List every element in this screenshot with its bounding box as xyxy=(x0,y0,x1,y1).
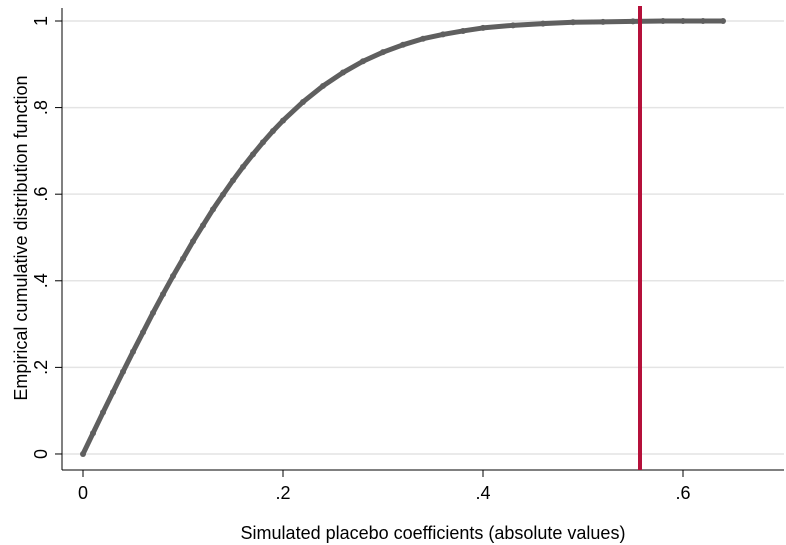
point xyxy=(150,309,156,316)
point xyxy=(510,22,516,29)
point xyxy=(570,19,576,26)
point xyxy=(300,98,306,105)
point xyxy=(680,17,686,24)
point xyxy=(400,41,406,48)
point xyxy=(250,151,256,158)
point xyxy=(480,24,486,31)
point xyxy=(460,27,466,34)
x-tick-label: 0 xyxy=(78,483,88,503)
point xyxy=(240,163,246,170)
point xyxy=(140,329,146,336)
point xyxy=(260,139,266,146)
y-tick-label: .6 xyxy=(31,187,51,202)
point xyxy=(200,222,206,229)
y-tick-label: .2 xyxy=(31,360,51,375)
point xyxy=(700,17,706,24)
point xyxy=(100,409,106,416)
point xyxy=(630,18,636,25)
point xyxy=(420,35,426,42)
point xyxy=(360,58,366,65)
point xyxy=(80,450,86,457)
point xyxy=(340,69,346,76)
x-tick-label: .2 xyxy=(275,483,290,503)
point xyxy=(600,18,606,25)
point xyxy=(180,255,186,262)
point xyxy=(160,291,166,298)
point xyxy=(270,127,276,134)
point xyxy=(190,238,196,245)
y-tick-label: 1 xyxy=(31,16,51,26)
y-tick-label: 0 xyxy=(31,449,51,459)
point xyxy=(120,368,126,375)
point xyxy=(540,20,546,27)
point xyxy=(130,348,136,355)
x-tick-label: .4 xyxy=(475,483,490,503)
point xyxy=(230,177,236,184)
point xyxy=(440,31,446,38)
point xyxy=(380,49,386,56)
point xyxy=(320,82,326,89)
point xyxy=(660,17,666,24)
point xyxy=(220,191,226,198)
ecdf-trace xyxy=(80,18,723,456)
y-axis-label: Empirical cumulative distribution functi… xyxy=(11,75,31,400)
point xyxy=(170,273,176,280)
point xyxy=(720,17,726,24)
point xyxy=(90,430,96,437)
x-axis-label: Simulated placebo coefficients (absolute… xyxy=(241,523,626,543)
y-tick-label: .8 xyxy=(31,100,51,115)
point xyxy=(110,389,116,396)
point xyxy=(210,206,216,213)
y-tick-label: .4 xyxy=(31,273,51,288)
x-tick-label: .6 xyxy=(675,483,690,503)
point xyxy=(280,117,286,124)
